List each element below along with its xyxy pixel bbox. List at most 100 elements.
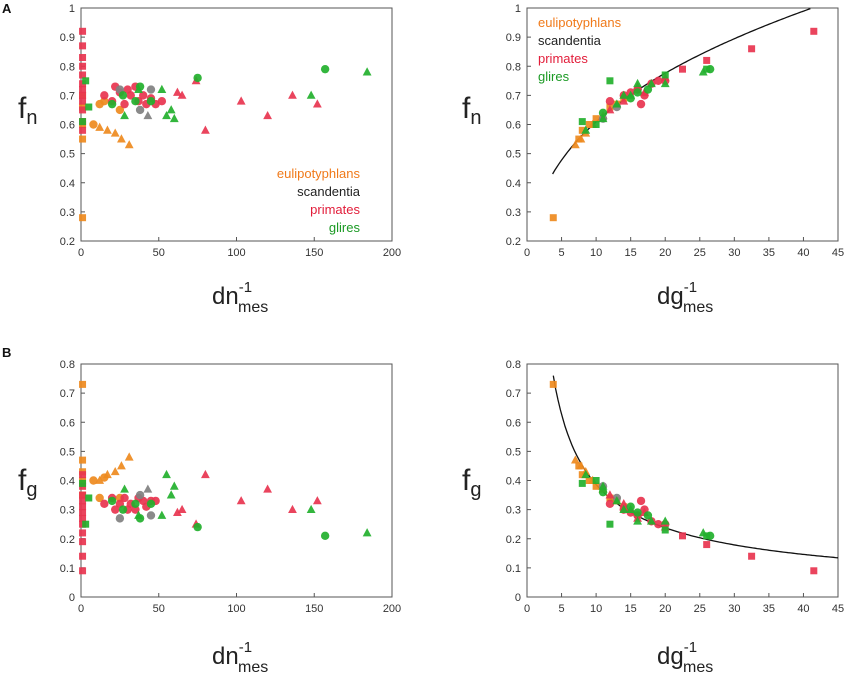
y-tick-label: 1 bbox=[515, 3, 521, 15]
x-tick-label: 10 bbox=[590, 247, 602, 259]
y-tick-label: 0.8 bbox=[506, 61, 521, 73]
y-tick-label: 0.8 bbox=[506, 359, 521, 371]
x-tick-label: 35 bbox=[763, 603, 775, 615]
primates-square-point bbox=[679, 532, 686, 540]
y-tick-label: 0.6 bbox=[60, 120, 75, 132]
y-tick-label: 0.1 bbox=[506, 563, 521, 575]
y-tick-label: 0.9 bbox=[506, 32, 521, 44]
eulipotyphlans-circle-point bbox=[89, 476, 98, 485]
glires-triangle-point bbox=[647, 78, 656, 88]
x-tick-label: 100 bbox=[227, 247, 245, 259]
x-tick-label: 50 bbox=[153, 247, 165, 259]
x-tick-label: 200 bbox=[383, 247, 401, 259]
glires-triangle-point bbox=[581, 125, 591, 134]
glires-triangle-point bbox=[619, 90, 629, 99]
eulipotyphlans-triangle-point bbox=[117, 461, 126, 470]
glires-square-point bbox=[578, 118, 586, 126]
y-tick-label: 0.3 bbox=[506, 207, 521, 219]
glires-triangle-point bbox=[166, 105, 176, 114]
y-tick-label: 0.7 bbox=[506, 90, 521, 102]
x-tick-label: 100 bbox=[227, 603, 245, 615]
glires-circle-point bbox=[118, 91, 128, 100]
primates-square-point bbox=[79, 503, 87, 511]
glires-triangle-point bbox=[134, 84, 143, 93]
y-tick-label: 0.9 bbox=[60, 32, 75, 44]
y-tick-label: 0.2 bbox=[60, 534, 75, 546]
primates-square-point bbox=[79, 91, 87, 99]
eulipotyphlans-circle-point bbox=[115, 105, 125, 115]
glires-triangle-point bbox=[581, 469, 591, 479]
glires-circle-point bbox=[633, 508, 642, 517]
glires-triangle-point bbox=[598, 481, 608, 490]
y-tick-label: 0.4 bbox=[506, 178, 521, 190]
eulipotyphlans-square-point bbox=[79, 380, 87, 388]
primates-triangle-point bbox=[619, 499, 629, 508]
y-tick-label: 0.7 bbox=[60, 90, 75, 102]
chart-b-right: 0 5 10 15 20 25 30 35 40 45 0 0.1 0.2 0.3 0.4 0.5 0.6 0.7… bbox=[506, 359, 844, 615]
legend-primates: primates bbox=[310, 202, 360, 217]
glires-triangle-point bbox=[166, 490, 176, 499]
primates-square-point bbox=[79, 71, 87, 79]
x-tick-label: 20 bbox=[659, 603, 671, 615]
eulipotyphlans-triangle-point bbox=[570, 140, 580, 149]
primates-circle-point bbox=[605, 499, 615, 508]
x-tick-label: 5 bbox=[558, 247, 564, 259]
glires-triangle-point bbox=[306, 504, 316, 514]
glires-square-point bbox=[79, 479, 87, 487]
primates-triangle-point bbox=[173, 87, 182, 96]
glires-triangle-point bbox=[612, 99, 622, 108]
glires-triangle-point bbox=[698, 528, 708, 537]
y-tick-label: 0.5 bbox=[506, 446, 521, 458]
scandentia-triangle-point bbox=[143, 110, 153, 120]
glires-circle-point bbox=[320, 531, 330, 541]
primates-square-point bbox=[810, 27, 818, 35]
y-tick-label: 0.5 bbox=[506, 149, 521, 161]
y-tick-label: 0.8 bbox=[60, 359, 75, 371]
primates-circle-point bbox=[636, 496, 646, 506]
glires-square-point bbox=[592, 121, 600, 128]
glires-triangle-point bbox=[626, 504, 636, 514]
eulipotyphlans-triangle-point bbox=[576, 461, 586, 470]
scandentia-circle-point bbox=[146, 85, 156, 94]
x-tick-label: 150 bbox=[305, 603, 323, 615]
glires-triangle-point bbox=[362, 528, 372, 537]
primates-triangle-point bbox=[619, 96, 629, 105]
glires-square-point bbox=[578, 479, 586, 487]
eulipotyphlans-triangle-point bbox=[110, 466, 120, 476]
eulipotyphlans-triangle-point bbox=[124, 452, 134, 461]
primates-triangle-point bbox=[173, 507, 182, 516]
primates-square-point bbox=[79, 106, 87, 114]
chart-b-left: 0 50 100 150 200 0 0.1 0.2 0.3 0.4 0.5 0.6 0.7 0.8 bbox=[60, 359, 401, 615]
y-tick-label: 0.6 bbox=[506, 120, 521, 132]
legend-scandentia: scandentia bbox=[297, 184, 361, 199]
glires-circle-point bbox=[643, 85, 653, 94]
y-tick-label: 0.4 bbox=[60, 178, 75, 190]
scandentia-circle-point bbox=[115, 514, 125, 523]
eulipotyphlans-square-point bbox=[585, 121, 593, 128]
primates-circle-point bbox=[157, 97, 167, 106]
glires-square-point bbox=[606, 77, 614, 85]
eulipotyphlans-square-point bbox=[549, 214, 557, 222]
glires-circle-point bbox=[633, 88, 642, 97]
glires-triangle-point bbox=[120, 110, 129, 120]
scandentia-circle-point bbox=[135, 105, 145, 115]
eulipotyphlans-square-point bbox=[592, 115, 600, 123]
primates-square-point bbox=[79, 86, 87, 94]
primates-square-point bbox=[79, 471, 87, 479]
x-tick-label: 20 bbox=[659, 247, 671, 259]
eulipotyphlans-circle-point bbox=[95, 493, 104, 503]
primates-square-point bbox=[79, 27, 87, 35]
y-tick-label: 0.3 bbox=[60, 505, 75, 517]
primates-triangle-point bbox=[236, 496, 246, 505]
primates-triangle-point bbox=[288, 90, 297, 99]
primates-square-point bbox=[810, 567, 818, 575]
y-tick-label: 0.4 bbox=[506, 476, 521, 488]
x-tick-label: 45 bbox=[832, 247, 844, 259]
primates-square-point bbox=[748, 45, 756, 53]
plot-frame bbox=[526, 363, 839, 598]
glires-circle-point bbox=[107, 496, 117, 506]
glires-triangle-point bbox=[698, 67, 708, 76]
primates-triangle-point bbox=[288, 504, 297, 514]
x-tick-label: 150 bbox=[305, 247, 323, 259]
y-tick-label: 0.2 bbox=[506, 534, 521, 546]
